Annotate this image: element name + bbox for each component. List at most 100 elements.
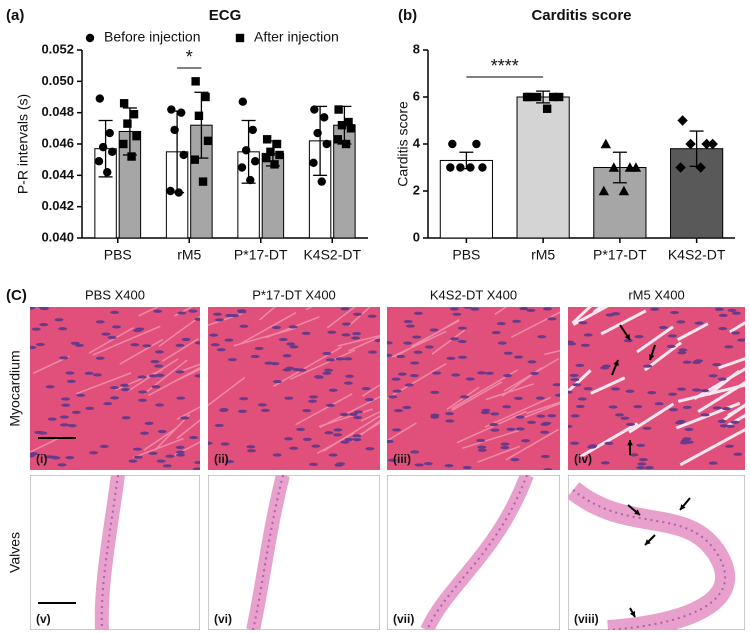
nucleus: [247, 449, 257, 453]
nucleus: [601, 364, 611, 368]
nucleus: [343, 381, 353, 385]
nucleus: [352, 437, 362, 442]
fiber-gap: [348, 307, 372, 327]
nucleus: [209, 333, 219, 337]
x-tick-label: K4S2-DT: [668, 247, 726, 263]
nucleus: [341, 333, 351, 337]
nucleus: [708, 374, 718, 378]
fiber-gap: [431, 329, 466, 355]
data-point: [685, 138, 696, 150]
error-bar: [265, 140, 280, 167]
nucleus: [413, 350, 423, 354]
error-bar: [98, 119, 113, 178]
nucleus: [402, 405, 412, 410]
nucleus: [225, 460, 235, 464]
nucleus: [410, 361, 420, 365]
fiber-gap: [240, 311, 297, 345]
fiber-gap: [318, 408, 373, 428]
nucleus: [449, 307, 459, 311]
nucleus: [353, 415, 363, 420]
nucleus: [540, 430, 550, 434]
nucleus: [432, 371, 442, 375]
data-point: [103, 168, 112, 177]
nucleus: [30, 452, 39, 456]
nucleus: [387, 439, 394, 444]
nucleus: [552, 383, 560, 387]
data-point: [309, 158, 318, 167]
nucleus: [322, 351, 332, 356]
y-axis-label: Carditis score: [395, 101, 411, 187]
nucleus: [457, 339, 467, 344]
nucleus: [519, 307, 529, 311]
nucleus: [521, 439, 531, 443]
nucleus: [67, 424, 77, 428]
nucleus: [423, 461, 433, 466]
nucleus: [344, 437, 354, 442]
nucleus: [109, 386, 119, 390]
arrow-head: [634, 509, 640, 515]
nucleus: [59, 423, 69, 427]
fiber-gap: [347, 336, 380, 352]
nucleus: [140, 431, 150, 435]
nucleus: [272, 379, 282, 384]
nucleus: [302, 409, 312, 413]
nucleus: [65, 371, 75, 375]
nucleus: [721, 406, 731, 411]
nucleus: [414, 463, 424, 467]
y-tick-label: 0.040: [41, 229, 74, 244]
nucleus: [353, 410, 363, 414]
data-point: [320, 113, 329, 122]
nucleus: [658, 325, 668, 330]
image-label: (v): [36, 612, 51, 626]
nucleus: [636, 443, 646, 447]
nucleus: [569, 373, 579, 378]
nucleus: [353, 312, 363, 316]
nucleus: [194, 374, 200, 378]
nucleus: [374, 338, 380, 343]
data-point: [532, 92, 542, 102]
fiber-gap: [391, 330, 447, 358]
nucleus: [340, 440, 350, 444]
nucleus: [694, 321, 704, 325]
nucleus: [394, 408, 404, 413]
nucleus: [459, 395, 469, 399]
y-tick-label: 0.048: [41, 104, 74, 119]
nucleus: [71, 410, 81, 414]
nucleus: [260, 408, 270, 412]
nucleus: [424, 345, 434, 349]
nucleus: [214, 318, 224, 322]
nucleus: [712, 406, 722, 410]
tissue: [208, 307, 380, 470]
nucleus: [580, 343, 590, 347]
fiber-gap: [485, 383, 534, 401]
nucleus: [677, 351, 687, 355]
nucleus: [608, 405, 618, 409]
error-bar: [536, 90, 551, 104]
nucleus: [162, 464, 172, 468]
nucleus: [506, 427, 516, 431]
nucleus: [188, 309, 198, 313]
nucleus: [177, 311, 187, 315]
nucleus: [246, 445, 256, 449]
nucleus: [633, 405, 643, 409]
nucleus: [623, 339, 633, 343]
data-point: [322, 139, 331, 149]
data-point: [198, 177, 208, 186]
y-tick-label: 0.044: [41, 167, 74, 182]
nucleus: [477, 371, 487, 375]
nucleus: [463, 307, 473, 309]
data-point: [191, 77, 200, 86]
nucleus: [214, 423, 224, 428]
fiber-gap: [154, 414, 191, 451]
fiber-gap: [456, 410, 527, 444]
nucleus: [625, 422, 635, 427]
data-point: [201, 92, 210, 102]
nucleus: [452, 312, 462, 316]
nucleus: [694, 359, 704, 363]
nucleus: [237, 409, 247, 413]
fiber-gap: [179, 363, 200, 373]
nucleus: [678, 348, 688, 352]
nucleus: [396, 354, 406, 359]
nucleus: [103, 402, 113, 406]
data-point: [618, 185, 630, 196]
